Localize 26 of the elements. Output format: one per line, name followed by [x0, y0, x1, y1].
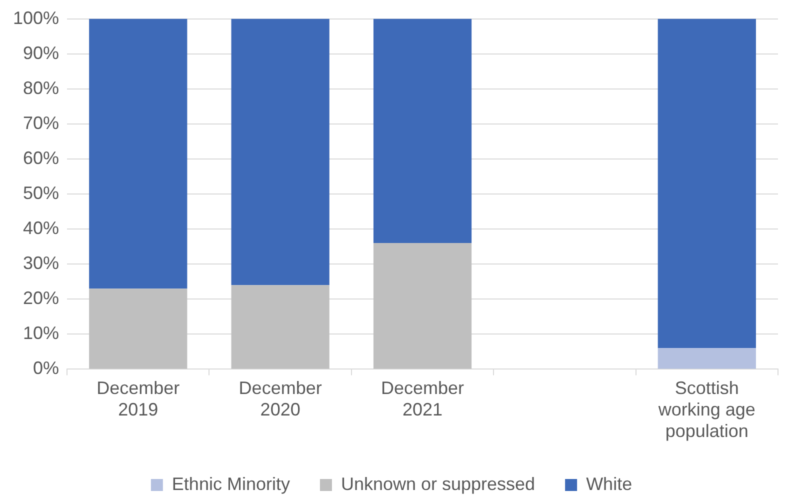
legend-label: Ethnic Minority	[172, 474, 290, 494]
y-tick-label: 70%	[23, 112, 60, 133]
y-tick-label: 20%	[23, 288, 60, 308]
x-tick-label: December 2021	[381, 378, 464, 420]
x-tick-label: Scottish working age population	[657, 378, 756, 442]
y-tick-label: 60%	[23, 148, 60, 168]
bar	[231, 18, 330, 286]
y-tick-label: 80%	[23, 78, 60, 98]
bar	[89, 288, 188, 369]
bar	[373, 18, 472, 244]
y-tick-label: 10%	[23, 323, 60, 344]
legend-label: Unknown or suppressed	[340, 474, 536, 494]
y-tick-label: 30%	[23, 253, 60, 274]
bar	[658, 18, 756, 348]
y-tick-label: 100%	[12, 8, 60, 28]
y-tick-label: 40%	[23, 218, 60, 238]
x-tick-label: December 2020	[238, 378, 322, 420]
bar	[658, 348, 756, 369]
y-tick-label: 0%	[33, 358, 60, 378]
legend-label: White	[586, 474, 632, 494]
y-tick-label: 90%	[23, 42, 60, 63]
y-tick-label: 50%	[23, 182, 60, 203]
bar	[231, 285, 330, 369]
x-tick-label: December 2019	[96, 378, 180, 420]
bar	[89, 18, 188, 289]
bar	[373, 243, 472, 369]
